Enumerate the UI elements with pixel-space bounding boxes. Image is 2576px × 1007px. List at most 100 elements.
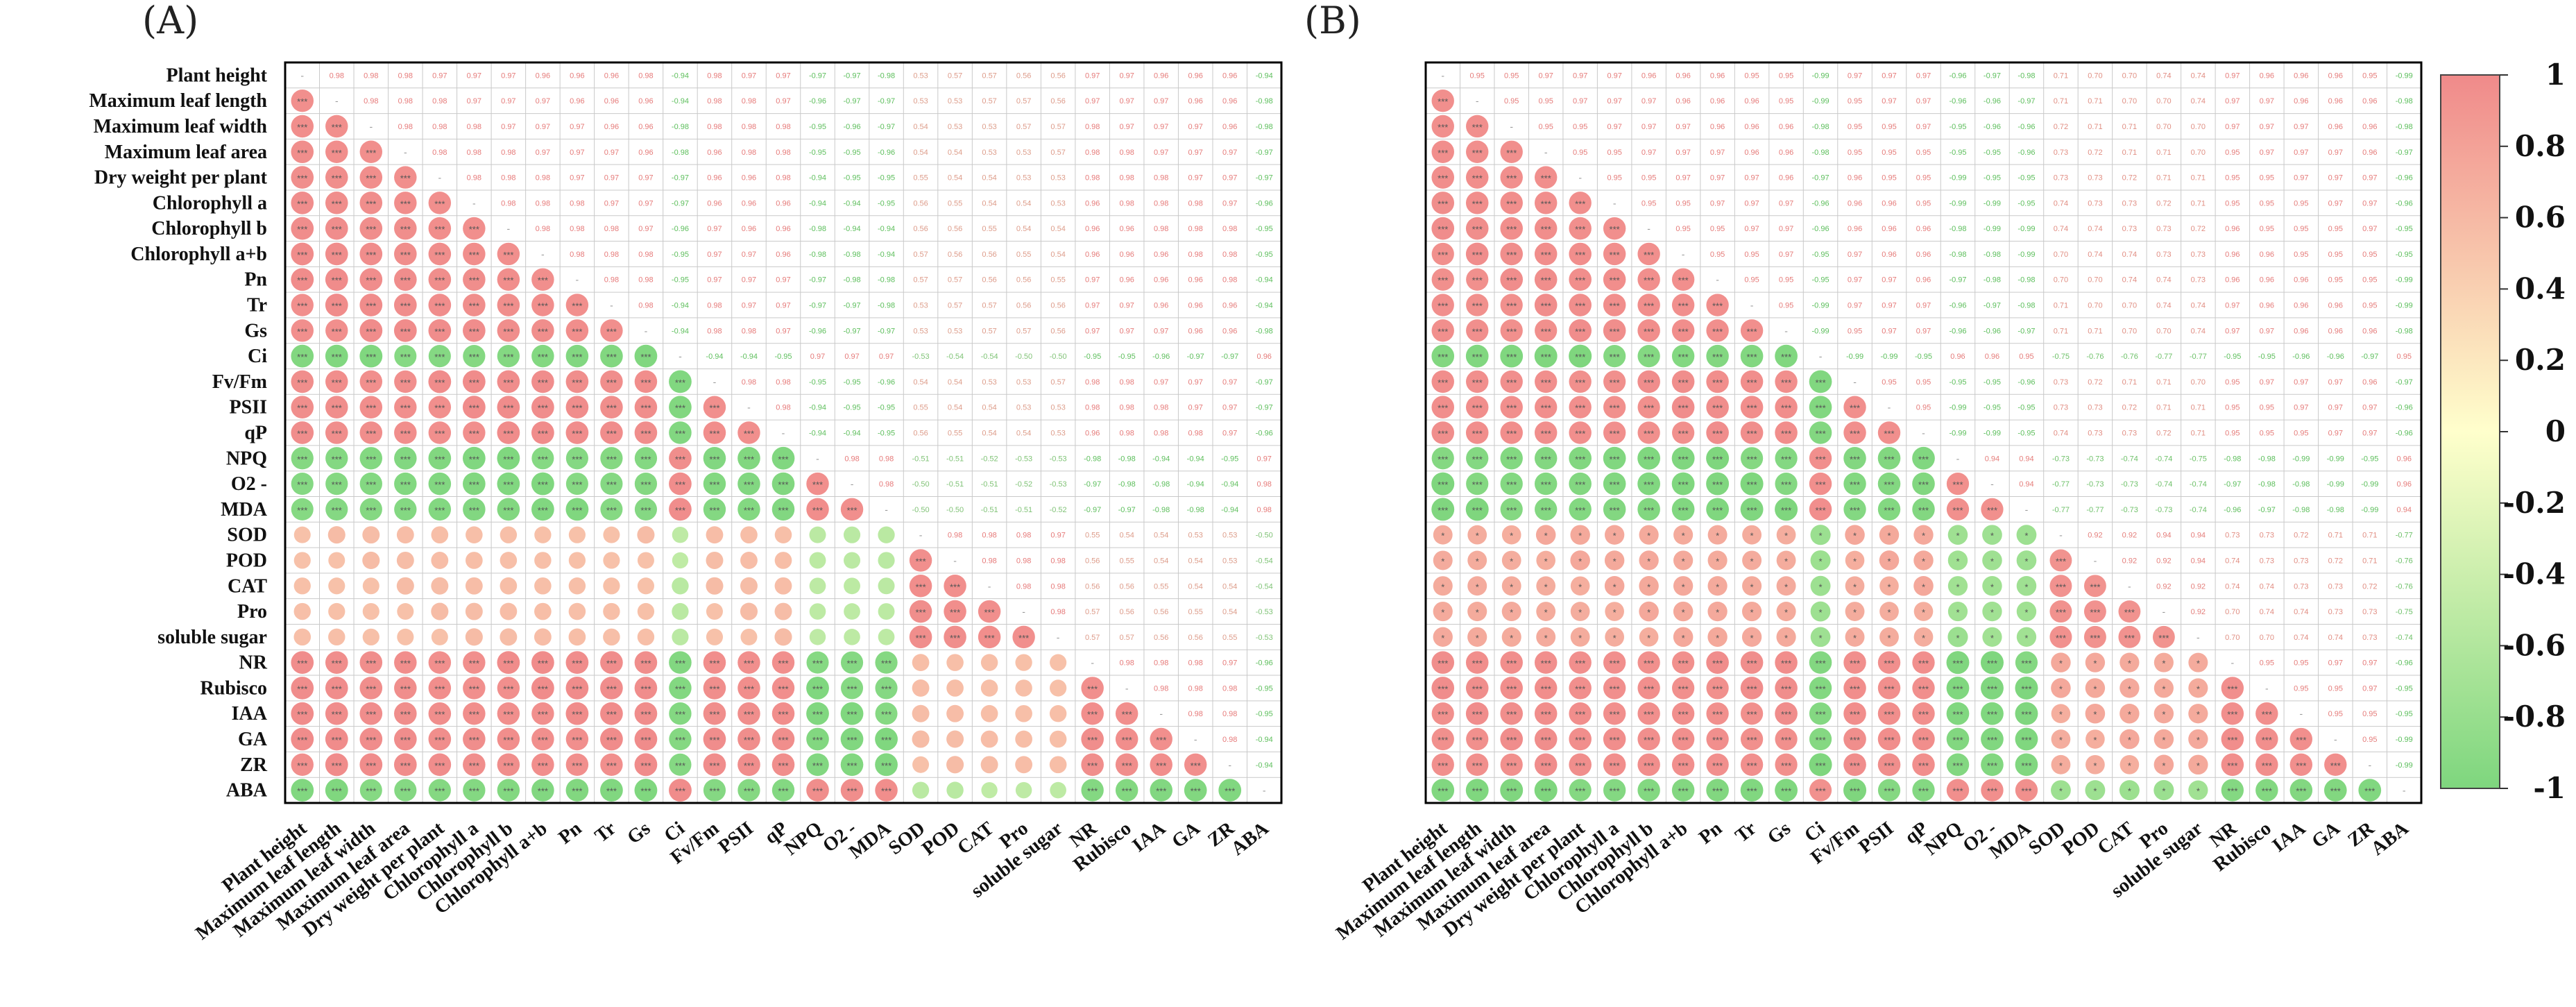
significance-stars: ***	[640, 659, 651, 669]
correlation-circle	[359, 447, 383, 470]
correlation-circle	[1431, 753, 1454, 776]
significance-stars: ***	[778, 786, 788, 797]
significance-stars: ***	[709, 480, 719, 490]
coefficient-label: 0.97	[879, 353, 894, 361]
coefficient-label: 0.55	[982, 225, 996, 233]
coefficient-label: -0.98	[878, 71, 895, 80]
correlation-circle	[531, 421, 554, 444]
correlation-circle	[1049, 730, 1067, 748]
correlation-circle	[603, 577, 620, 595]
correlation-circle	[1775, 779, 1798, 802]
coefficient-label: -0.94	[672, 302, 689, 310]
colorbar-tick-label: 0.2	[2515, 343, 2566, 377]
correlation-circle	[771, 753, 795, 777]
coefficient-label: 0.70	[2054, 276, 2068, 285]
correlation-circle	[912, 704, 930, 722]
coefficient-label: -0.77	[2086, 506, 2104, 514]
correlation-circle	[1050, 654, 1067, 671]
correlation-circle	[431, 526, 449, 544]
correlation-circle	[1740, 396, 1764, 418]
significance-stars: ***	[332, 276, 342, 286]
significance-stars: *	[1647, 531, 1650, 541]
coefficient-label: 0.98	[707, 123, 722, 131]
correlation-circle	[703, 651, 726, 674]
diagonal-mark: -	[1990, 478, 1994, 489]
coefficient-label: 0.55	[913, 404, 928, 412]
correlation-circle	[1603, 779, 1626, 802]
significance-stars: *	[2024, 607, 2028, 618]
coefficient-label: 0.98	[948, 532, 962, 540]
significance-stars: ***	[434, 198, 445, 209]
correlation-circle	[2221, 779, 2244, 802]
correlation-circle	[1534, 702, 1558, 725]
significance-stars: ***	[1884, 735, 1894, 745]
coefficient-label: 0.56	[1119, 582, 1134, 591]
correlation-circle	[840, 753, 864, 777]
correlation-circle	[703, 727, 726, 751]
correlation-circle	[844, 629, 860, 645]
correlation-circle	[809, 577, 826, 595]
significance-stars: ***	[503, 659, 513, 669]
coefficient-label: 0.96	[2260, 302, 2274, 310]
correlation-circle	[1740, 753, 1764, 776]
correlation-circle	[1947, 550, 1968, 570]
significance-stars: ***	[572, 429, 582, 439]
significance-stars: ***	[1087, 684, 1098, 694]
significance-stars: ***	[1438, 761, 1448, 771]
coefficient-label: -0.97	[1256, 378, 1273, 387]
significance-stars: ***	[1575, 735, 1585, 745]
coefficient-label: 0.96	[1675, 97, 1690, 105]
significance-stars: ***	[1781, 709, 1791, 720]
coefficient-label: 0.57	[948, 71, 962, 80]
significance-stars: ***	[297, 761, 307, 771]
correlation-circle	[325, 115, 348, 138]
coefficient-label: 0.70	[2191, 149, 2206, 157]
correlation-circle	[1534, 727, 1558, 751]
significance-stars: ***	[366, 198, 376, 209]
significance-stars: ***	[366, 429, 376, 439]
significance-stars: ***	[1884, 480, 1894, 490]
coefficient-label: 0.53	[948, 97, 962, 105]
coefficient-label: 0.71	[2362, 557, 2377, 565]
coefficient-label: 0.71	[2191, 430, 2206, 438]
significance-stars: ***	[469, 454, 479, 464]
coefficient-label: 0.96	[707, 174, 722, 183]
significance-stars: ***	[434, 786, 445, 797]
coefficient-label: 0.96	[604, 71, 619, 80]
correlation-circle	[774, 602, 792, 620]
significance-stars: ***	[1781, 735, 1791, 745]
correlation-circle	[1775, 651, 1798, 674]
significance-stars: *	[1784, 607, 1788, 618]
correlation-circle	[1742, 550, 1762, 570]
correlation-circle	[1049, 756, 1067, 774]
correlation-circle	[875, 753, 898, 777]
coefficient-label: -0.96	[2018, 149, 2035, 157]
significance-stars: ***	[366, 250, 376, 260]
correlation-circle	[1467, 525, 1487, 545]
significance-stars: *	[1887, 531, 1891, 541]
diagonal-mark: -	[1057, 632, 1060, 643]
coefficient-label: 0.98	[879, 480, 894, 489]
correlation-circle	[1843, 677, 1866, 700]
coefficient-label: 0.96	[1154, 276, 1168, 285]
significance-stars: ***	[366, 301, 376, 312]
coefficient-label: 0.96	[1188, 327, 1202, 335]
coefficient-label: -0.97	[1256, 174, 1273, 183]
coefficient-label: -0.98	[1949, 225, 1966, 233]
significance-stars: ***	[1918, 454, 1929, 464]
correlation-circle	[1809, 447, 1832, 470]
correlation-circle	[428, 702, 452, 725]
significance-stars: ***	[709, 735, 719, 745]
significance-stars: ***	[1438, 301, 1448, 312]
significance-stars: ***	[538, 352, 548, 362]
correlation-circle	[2051, 678, 2071, 698]
significance-stars: ***	[1815, 709, 1825, 720]
correlation-circle	[1845, 627, 1865, 647]
correlation-circle	[1671, 702, 1695, 725]
significance-stars: ***	[1541, 659, 1551, 669]
coefficient-label: 0.96	[1848, 199, 1862, 208]
coefficient-label: 0.97	[2328, 174, 2343, 183]
correlation-circle	[1843, 498, 1866, 521]
significance-stars: ***	[572, 403, 582, 414]
correlation-circle	[325, 192, 348, 214]
